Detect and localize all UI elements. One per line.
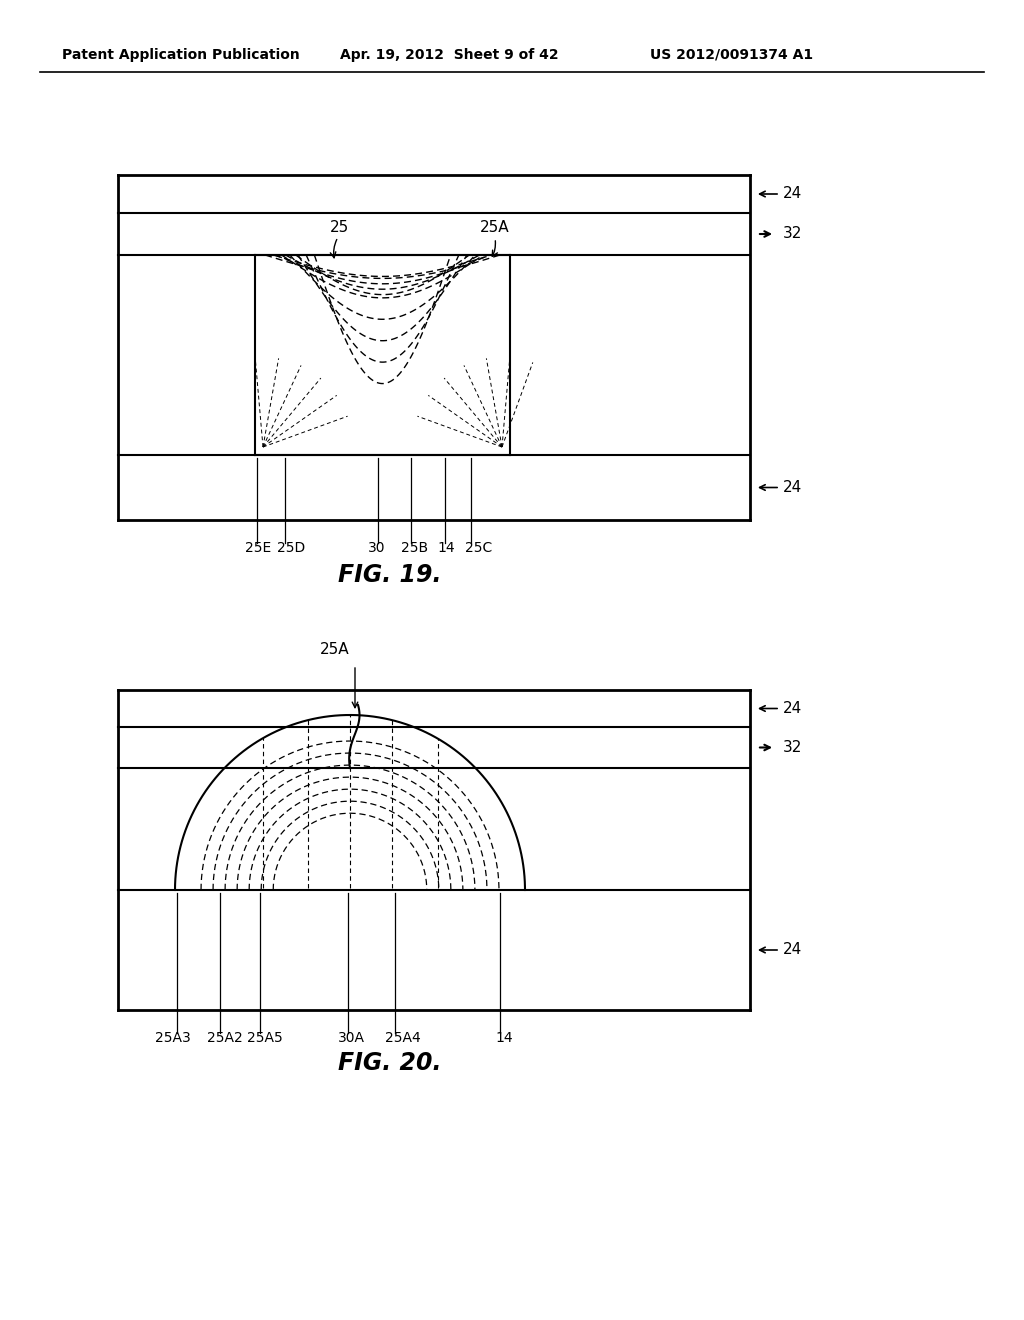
Text: 25A: 25A xyxy=(480,220,510,235)
Text: Apr. 19, 2012  Sheet 9 of 42: Apr. 19, 2012 Sheet 9 of 42 xyxy=(340,48,559,62)
Text: 32: 32 xyxy=(783,227,803,242)
Text: 24: 24 xyxy=(783,701,802,715)
Text: 25A5: 25A5 xyxy=(247,1031,283,1045)
Text: 14: 14 xyxy=(495,1031,513,1045)
Text: FIG. 20.: FIG. 20. xyxy=(338,1051,441,1074)
Text: 25C: 25C xyxy=(465,541,492,554)
Text: 30: 30 xyxy=(368,541,385,554)
Text: 24: 24 xyxy=(783,186,802,202)
Text: FIG. 19.: FIG. 19. xyxy=(338,564,441,587)
Text: Patent Application Publication: Patent Application Publication xyxy=(62,48,300,62)
Text: 25: 25 xyxy=(330,220,349,235)
Text: US 2012/0091374 A1: US 2012/0091374 A1 xyxy=(650,48,813,62)
Text: 24: 24 xyxy=(783,942,802,957)
Text: 25A3: 25A3 xyxy=(155,1031,190,1045)
Text: 32: 32 xyxy=(783,741,803,755)
Text: 25E: 25E xyxy=(245,541,271,554)
Text: 25D: 25D xyxy=(278,541,305,554)
Text: 30A: 30A xyxy=(338,1031,365,1045)
Text: 14: 14 xyxy=(437,541,455,554)
Text: 24: 24 xyxy=(783,480,802,495)
Text: 25A2: 25A2 xyxy=(207,1031,243,1045)
Text: 25B: 25B xyxy=(400,541,428,554)
Text: 25A: 25A xyxy=(321,643,350,657)
Text: 25A4: 25A4 xyxy=(385,1031,421,1045)
